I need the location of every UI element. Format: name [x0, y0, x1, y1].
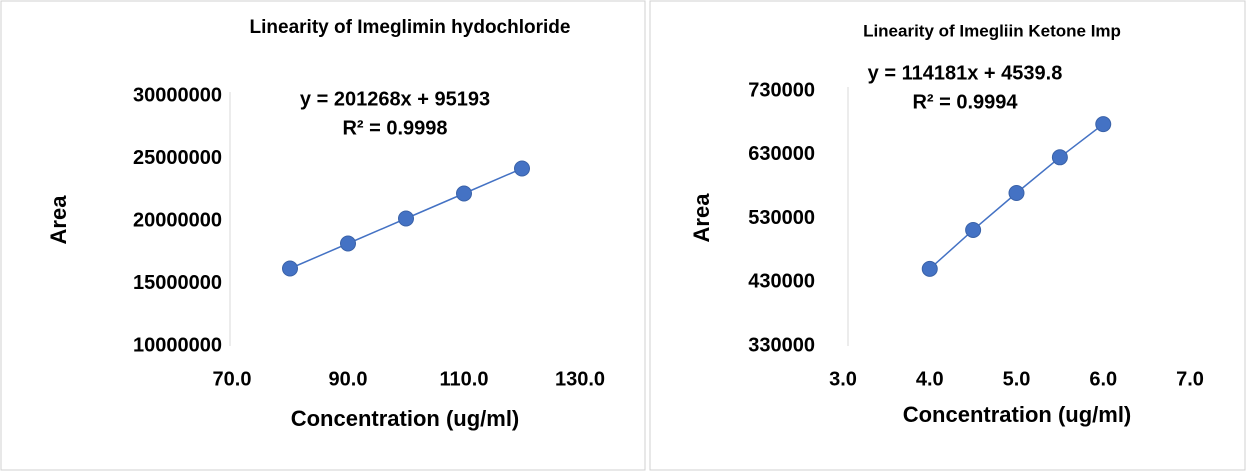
y-tick-label: 430000 [748, 271, 815, 293]
annotation: y = 114181x + 4539.8 [868, 62, 1063, 84]
y-tick-label: 20000000 [133, 209, 222, 231]
point [282, 260, 298, 277]
annotation: R² = 0.9994 [912, 91, 1018, 113]
x-axis-title: Concentration (ug/ml) [291, 406, 520, 431]
y-tick-label: 10000000 [133, 334, 222, 356]
annotation: y = 201268x + 95193 [300, 88, 490, 110]
y-tick-label: 530000 [748, 207, 815, 229]
y-tick-label: 730000 [748, 79, 815, 101]
x-tick-label: 4.0 [916, 368, 944, 390]
chart-title: Linearity of Imeglimin hydochloride [250, 17, 571, 38]
y-tick-label: 15000000 [133, 272, 222, 294]
point [1008, 185, 1025, 201]
point [398, 210, 414, 227]
annotation: R² = 0.9998 [342, 117, 447, 139]
point [456, 185, 472, 202]
x-tick-label: 5.0 [1003, 368, 1031, 390]
x-tick-label: 70.0 [213, 368, 252, 390]
x-tick-label: 130.0 [555, 368, 605, 390]
point [1051, 149, 1068, 166]
panel [0, 0, 646, 471]
panel [649, 0, 1246, 471]
x-axis-title: Concentration (ug/ml) [903, 402, 1132, 427]
point [514, 160, 530, 177]
x-tick-label: 3.0 [829, 368, 857, 390]
x-tick-label: 110.0 [440, 368, 489, 390]
y-axis-title: Area [46, 195, 71, 245]
y-axis-title: Area [689, 193, 714, 243]
x-tick-label: 7.0 [1176, 368, 1204, 390]
y-tick-label: 330000 [748, 334, 815, 356]
x-tick-label: 90.0 [329, 368, 368, 390]
x-tick-label: 6.0 [1089, 368, 1117, 390]
point [965, 221, 982, 238]
point [1095, 116, 1112, 133]
y-tick-label: 25000000 [133, 147, 222, 169]
y-tick-label: 30000000 [133, 84, 222, 106]
point [921, 260, 938, 277]
chart-title: Linearity of Imegliin Ketone Imp [863, 21, 1121, 40]
point [340, 235, 356, 252]
y-tick-label: 630000 [748, 143, 815, 165]
